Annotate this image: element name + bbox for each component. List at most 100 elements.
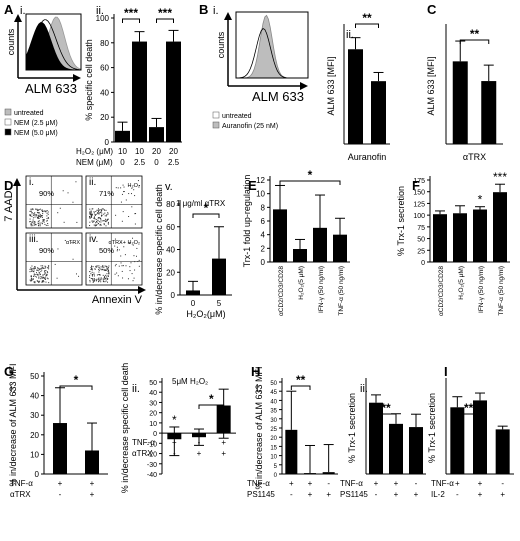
flow-dot	[104, 265, 106, 267]
flow-dot	[132, 237, 134, 239]
flow-dot	[75, 181, 77, 183]
flow-dot	[44, 277, 46, 279]
flow-dot	[95, 210, 97, 212]
flow-dot	[97, 212, 99, 214]
flow-dot	[94, 280, 96, 282]
flow-dot	[100, 266, 102, 268]
bar	[450, 407, 465, 474]
significance-bracket	[279, 180, 341, 185]
y-tick-label: -30	[147, 462, 157, 469]
significance-bracket	[156, 18, 174, 23]
flow-dot	[96, 221, 98, 223]
row-label: αTRX	[132, 449, 153, 458]
significance-label: *	[204, 201, 209, 215]
flow-dot	[98, 267, 100, 269]
flow-dot	[46, 271, 48, 273]
chart-h-i: 0 5 10 15 20 25 30 35 40 45 50 ** TNF-α + + - PS1145 - + +%…	[247, 364, 338, 499]
flow-dot	[47, 272, 49, 274]
category-label: αCD2/CD3/CD28	[278, 266, 285, 316]
panel-label: I	[444, 364, 448, 379]
flow-dot	[105, 221, 107, 223]
flow-dot	[135, 213, 137, 215]
flow-dot	[42, 211, 44, 213]
flow-dot	[41, 216, 43, 218]
flow-dot	[93, 216, 95, 218]
y-tick-label: 25	[270, 427, 277, 433]
y-tick-label: 10	[256, 190, 265, 199]
y-axis-label: Trx-1 fold up-regulation	[242, 175, 252, 268]
row-value: -	[290, 490, 293, 499]
flow-dot	[30, 220, 32, 222]
flow-dot	[93, 280, 95, 282]
flow-dot	[107, 212, 109, 214]
flow-dot	[34, 214, 36, 216]
histogram-frame	[235, 11, 309, 79]
flow-dot	[45, 273, 47, 275]
flow-dot	[33, 222, 35, 224]
flow-dot	[138, 185, 140, 187]
flow-dot	[100, 210, 102, 212]
flow-dot	[94, 218, 96, 220]
row-value: 20	[169, 147, 178, 156]
panel-label: E	[248, 178, 257, 193]
flow-dot	[43, 281, 45, 283]
flow-dot	[89, 216, 91, 218]
flow-dot	[106, 277, 108, 279]
y-tick-label: 30	[30, 411, 39, 420]
flow-dot	[104, 277, 106, 279]
flow-dot	[102, 220, 104, 222]
y-axis-label: counts	[216, 31, 226, 58]
y-tick-label: -40	[147, 472, 157, 479]
y-tick-label: 4	[261, 231, 266, 240]
flow-dot	[121, 265, 123, 267]
flow-dot	[107, 221, 109, 223]
flow-dot	[42, 213, 44, 215]
flow-dot	[104, 212, 106, 214]
row-label: PS1145	[340, 490, 368, 499]
flow-dot	[107, 218, 109, 220]
flow-dot	[39, 269, 41, 271]
flow-dot	[89, 215, 91, 217]
flow-dot	[33, 273, 35, 275]
flow-dot	[118, 249, 120, 251]
flow-dot	[104, 281, 106, 283]
flow-dot	[97, 265, 99, 267]
row-value: -	[327, 479, 330, 488]
significance-bracket	[59, 385, 93, 390]
flow-dot	[98, 217, 100, 219]
y-tick-label: 0	[261, 258, 266, 267]
row-value: +	[308, 479, 313, 488]
flow-dot	[100, 281, 102, 283]
flow-dot	[35, 215, 37, 217]
flow-dot	[44, 277, 46, 279]
flow-dot	[41, 209, 43, 211]
y-tick-label: 8	[261, 203, 266, 212]
flow-dot	[30, 223, 32, 225]
flow-dot	[35, 208, 37, 210]
flow-dot	[39, 213, 41, 215]
x-axis-label: Auranofin	[348, 152, 387, 162]
flow-dot	[36, 280, 38, 282]
flow-dot	[89, 214, 91, 216]
flow-frame	[25, 175, 83, 229]
flow-dot	[99, 274, 101, 276]
bar	[132, 41, 147, 143]
flow-dot	[105, 269, 107, 271]
flow-dot	[102, 278, 104, 280]
flow-dot	[38, 212, 40, 214]
flow-dot	[106, 214, 108, 216]
flow-dot	[89, 275, 91, 277]
y-axis-label: % in/decrease specific cell death	[120, 363, 130, 494]
y-tick-label: 45	[270, 390, 277, 396]
flow-dot	[29, 218, 31, 220]
flow-dot	[89, 213, 91, 215]
flow-dot	[120, 201, 122, 203]
flow-dot	[107, 278, 109, 280]
flow-dot	[134, 195, 136, 197]
flow-dot	[103, 213, 105, 215]
flow-dot	[115, 263, 117, 265]
flow-dot	[30, 277, 32, 279]
chart-c: ** αTRX ALM 633 [MFI] C	[426, 2, 503, 162]
flow-dot	[43, 221, 45, 223]
flow-dot	[99, 274, 101, 276]
